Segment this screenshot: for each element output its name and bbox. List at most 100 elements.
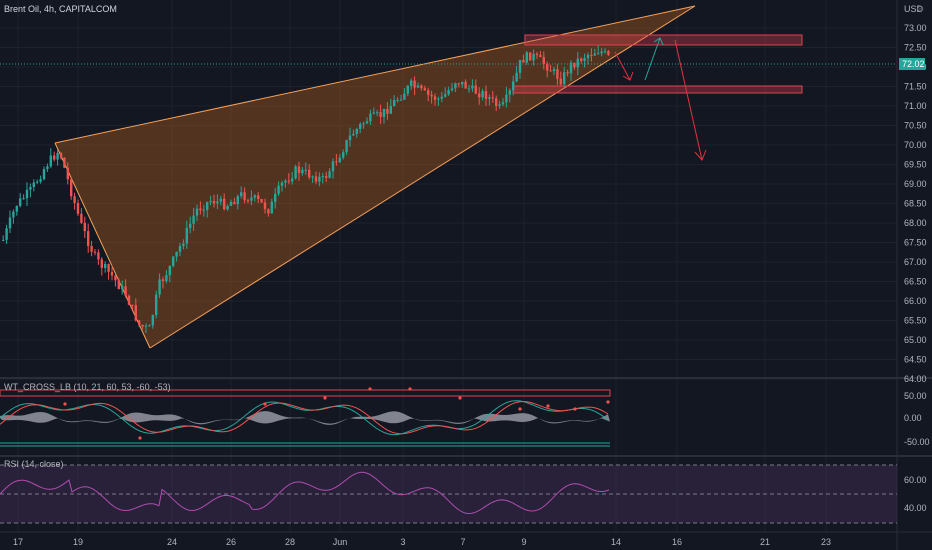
candle-body <box>80 213 83 223</box>
candle-body <box>110 271 114 276</box>
candle-body <box>484 91 488 99</box>
candle-body <box>134 305 137 321</box>
projection-arrows[interactable] <box>614 37 707 161</box>
candle-body <box>389 106 392 114</box>
candle-body <box>73 196 76 203</box>
rsi-panel[interactable]: RSI (14, close) <box>0 459 897 524</box>
candle-body <box>240 192 243 197</box>
price-tick-label: 66.50 <box>904 277 927 287</box>
candle-body <box>229 202 233 206</box>
price-tick-label: 70.50 <box>904 121 927 131</box>
candle-body <box>580 58 583 61</box>
candle-body <box>260 199 263 203</box>
candle-body <box>93 251 97 253</box>
candle-body <box>172 256 175 266</box>
wt-cross-dot <box>573 407 577 411</box>
candle-body <box>182 243 185 247</box>
wt-cross-panel[interactable]: WT_CROSS_LB (10, 21, 60, 53, -60, -53) <box>0 382 611 447</box>
price-axis[interactable]: 73.0072.5072.0071.5071.0070.5070.0069.50… <box>904 23 927 384</box>
price-tick-label: 65.50 <box>904 316 927 326</box>
candle-body <box>49 155 52 167</box>
time-tick-label: 3 <box>400 537 405 547</box>
wt-axis[interactable]: 50.00 0.00 -50.00 <box>904 391 930 447</box>
candle-body <box>352 133 355 136</box>
candle-body <box>124 286 127 296</box>
candle-body <box>474 85 477 94</box>
candle-body <box>318 176 321 182</box>
candle-body <box>359 124 362 130</box>
resistance-zone[interactable] <box>524 34 803 46</box>
candle-body <box>131 304 134 306</box>
candle-body <box>569 62 573 74</box>
wt-cross-dot <box>323 396 327 400</box>
red-arrow-short[interactable] <box>614 51 631 81</box>
wt-cross-dot <box>263 402 267 406</box>
candle-body <box>379 112 382 117</box>
wedge-upper-line[interactable] <box>54 5 696 144</box>
candle-body <box>2 239 5 241</box>
wt-cross-dot <box>458 396 462 400</box>
price-tick-label: 68.50 <box>904 199 927 209</box>
rsi-axis[interactable]: 60.00 40.00 <box>904 475 927 513</box>
candle-body <box>63 157 66 168</box>
candle-body <box>253 195 256 198</box>
current-price-tag <box>899 58 925 70</box>
candle-body <box>535 53 539 56</box>
rsi-line <box>0 471 610 515</box>
wt-indicator-title[interactable]: WT_CROSS_LB (10, 21, 60, 53, -60, -53) <box>4 382 171 392</box>
price-tick-label: 68.00 <box>904 218 927 228</box>
candle-body <box>467 88 471 90</box>
wt-cross-dot <box>408 387 412 391</box>
symbol-title[interactable]: Brent Oil, 4h, CAPITALCOM <box>4 4 117 14</box>
price-tick-label: 69.50 <box>904 160 927 170</box>
candle-body <box>216 201 219 204</box>
candle-body <box>36 181 39 183</box>
candle-body <box>308 169 311 178</box>
candle-body <box>427 90 430 95</box>
candle-body <box>192 215 195 224</box>
wedge-lower-line[interactable] <box>149 5 696 349</box>
candle-body <box>277 185 280 194</box>
candle-body <box>450 88 454 91</box>
candle-body <box>100 259 103 268</box>
support-zone[interactable] <box>512 85 803 94</box>
candle-body <box>219 198 222 202</box>
candle-body <box>114 275 117 281</box>
wt-tick-label: 50.00 <box>904 391 927 401</box>
candle-body <box>495 98 498 106</box>
candle-body <box>117 280 120 290</box>
candle-body <box>532 53 535 61</box>
red-arrow-long[interactable] <box>674 39 703 161</box>
candle-body <box>107 264 110 272</box>
candle-body <box>386 108 389 114</box>
candle-body <box>233 202 236 205</box>
candle-body <box>250 197 253 201</box>
rising-wedge-pattern[interactable] <box>54 5 696 349</box>
candle-body <box>399 99 403 101</box>
candle-body <box>512 81 515 91</box>
current-price-label: 72.02 <box>902 59 925 69</box>
candle-body <box>355 129 358 134</box>
candle-body <box>76 202 80 214</box>
candle-body <box>586 54 590 59</box>
candle-body <box>151 315 154 326</box>
candle-body <box>97 252 100 260</box>
candle-body <box>348 135 352 141</box>
candle-body <box>498 104 501 106</box>
teal-arrow[interactable] <box>644 37 661 81</box>
candle-body <box>267 209 270 214</box>
candle-body <box>437 98 440 100</box>
candle-body <box>335 161 338 163</box>
rsi-indicator-title[interactable]: RSI (14, close) <box>4 459 64 469</box>
candle-body <box>148 325 151 327</box>
candle-body <box>199 208 202 211</box>
candle-body <box>447 90 450 95</box>
settings-icon[interactable]: ⚙ <box>916 4 924 14</box>
rsi-tick-label: 40.00 <box>904 503 927 513</box>
candle-body <box>522 59 525 63</box>
time-axis[interactable]: 17 19 24 26 28 Jun 3 7 9 14 16 21 23 <box>13 537 831 547</box>
candle-body <box>461 81 464 85</box>
candle-body <box>39 179 42 182</box>
candle-body <box>573 62 576 68</box>
